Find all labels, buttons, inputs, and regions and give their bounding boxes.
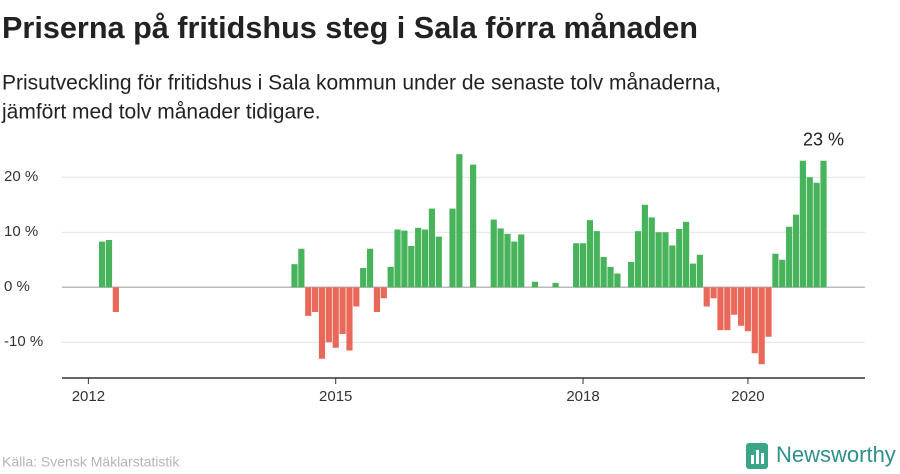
bar (435, 236, 442, 288)
bar (380, 287, 387, 299)
bar (669, 245, 676, 288)
bar (607, 266, 614, 288)
bar (552, 282, 559, 288)
bar (490, 219, 497, 288)
bar (305, 287, 312, 316)
bar (813, 182, 820, 288)
bar (717, 287, 724, 331)
bar (765, 287, 772, 337)
bar (105, 239, 113, 288)
y-tick-label: -10 % (4, 333, 43, 350)
bar (689, 263, 697, 288)
brand: Newsworthy (776, 442, 896, 467)
bar (373, 287, 381, 312)
x-tick-label: 2020 (731, 388, 764, 405)
bar (614, 273, 621, 288)
bar (291, 264, 298, 288)
bar (318, 287, 326, 359)
bar (634, 231, 642, 288)
logo-icon (761, 453, 764, 464)
bar (387, 266, 394, 288)
bar (456, 154, 463, 288)
bar (586, 220, 594, 288)
bar (366, 248, 374, 288)
bar (806, 177, 813, 288)
bar (751, 287, 758, 354)
bar (531, 281, 539, 288)
bar (394, 229, 401, 288)
bar (579, 243, 587, 288)
y-tick-label: 20 % (4, 168, 38, 185)
subtitle: Prisutveckling för fritidshus i Sala kom… (2, 72, 721, 95)
bar (573, 243, 580, 288)
bar (497, 228, 504, 288)
bar (662, 232, 669, 288)
bar (339, 287, 346, 334)
logo-icon (756, 450, 759, 464)
logo: Newsworthy (746, 442, 896, 469)
bar (408, 246, 415, 288)
bar (744, 287, 752, 332)
bar (758, 287, 765, 365)
bar (332, 287, 339, 348)
bar (655, 232, 662, 288)
bar (772, 253, 779, 288)
bar (683, 221, 690, 288)
bar (724, 287, 731, 331)
y-tick-label: 10 % (4, 223, 38, 240)
bar (799, 160, 806, 288)
x-tick-label: 2015 (319, 388, 352, 405)
bar (731, 287, 738, 315)
bar (353, 287, 360, 307)
bar (786, 226, 793, 288)
bar (600, 257, 607, 288)
bar (470, 164, 477, 288)
bar (504, 233, 511, 288)
bar (703, 287, 710, 307)
bar (421, 229, 429, 288)
bar (628, 261, 635, 288)
value-label: 23 % (803, 130, 844, 150)
x-tick-label: 2012 (72, 388, 105, 405)
bar (346, 287, 353, 351)
y-tick-label: 0 % (4, 278, 30, 295)
bar (737, 287, 745, 326)
bar (449, 208, 456, 288)
bar (518, 234, 525, 288)
bar (298, 248, 305, 288)
bar (428, 208, 435, 288)
bar (360, 268, 367, 288)
chart-title: Priserna på fritidshus steg i Sala förra… (2, 10, 698, 45)
bar (676, 228, 683, 288)
bar (820, 160, 827, 288)
bar (401, 230, 408, 288)
bar (325, 287, 332, 343)
subtitle: jämfört med tolv månader tidigare. (1, 101, 321, 124)
bar (648, 217, 655, 288)
logo-icon (751, 455, 754, 464)
bar (593, 231, 600, 288)
bar (312, 287, 319, 312)
source: Källa: Svensk Mäklarstatistik (2, 454, 180, 470)
bar (696, 254, 703, 288)
bar (792, 214, 800, 288)
bar (779, 259, 786, 288)
bar (415, 227, 422, 288)
bar (710, 287, 717, 299)
x-tick-label: 2018 (566, 388, 599, 405)
bar (641, 204, 648, 288)
bar (99, 241, 106, 288)
bar (112, 287, 119, 312)
bar (511, 241, 518, 288)
